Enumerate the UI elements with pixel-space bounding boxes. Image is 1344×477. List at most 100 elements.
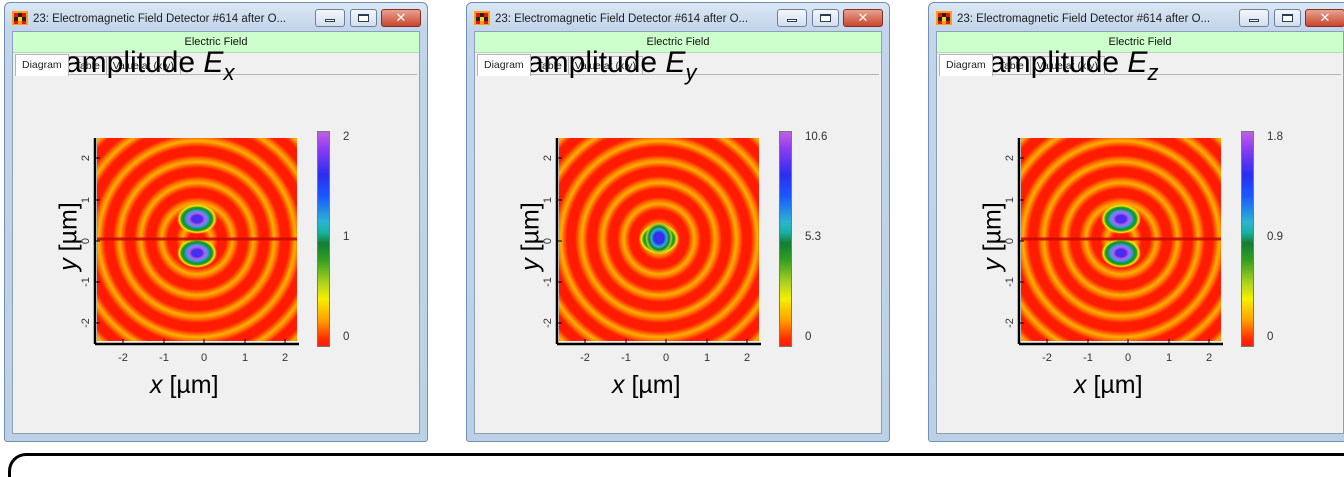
colorbar-min-label: 0 — [1267, 331, 1274, 343]
tab-value-at-xy[interactable]: Value at (x,y) — [567, 56, 643, 75]
minimize-icon — [787, 18, 797, 22]
field-detector-window-x[interactable]: 23: Electromagnetic Field Detector #614 … — [4, 2, 428, 442]
y-tick-label: -2 — [80, 318, 92, 328]
minimize-button[interactable] — [777, 9, 807, 27]
x-tick-label: -2 — [118, 352, 128, 364]
field-type-header: Electric Field — [13, 32, 419, 53]
y-tick-label: 2 — [1004, 155, 1016, 161]
field-amplitude-map[interactable] — [97, 138, 297, 341]
close-icon: ✕ — [857, 10, 869, 26]
colorbar-max-label: 2 — [343, 131, 350, 143]
field-detector-window-y[interactable]: 23: Electromagnetic Field Detector #614 … — [466, 2, 890, 442]
close-button[interactable]: ✕ — [381, 9, 421, 27]
tab-diagram[interactable]: Diagram — [477, 54, 531, 76]
x-tick-label: 1 — [1166, 352, 1172, 364]
window-title: 23: Electromagnetic Field Detector #614 … — [495, 13, 749, 25]
view-tabs: Diagram Table Value at (x,y) — [15, 54, 181, 76]
x-tick-label: 0 — [663, 352, 669, 364]
minimize-icon — [325, 18, 335, 22]
plot-title: amplitude Ey — [527, 46, 697, 85]
x-tick-label: 2 — [1206, 352, 1212, 364]
x-tick-label: -1 — [1083, 352, 1093, 364]
close-button[interactable]: ✕ — [1305, 9, 1344, 27]
y-tick-label: 1 — [542, 197, 554, 203]
view-tabs: Diagram Table Value at (x,y) — [939, 54, 1105, 76]
field-amplitude-map[interactable] — [1021, 138, 1221, 341]
y-tick-label: 1 — [80, 197, 92, 203]
plot-title: amplitude Ex — [65, 46, 235, 85]
x-axis-label: x [µm] — [612, 371, 681, 399]
colorbar — [317, 131, 330, 347]
colorbar-min-label: 0 — [805, 331, 812, 343]
y-tick-label: 2 — [80, 155, 92, 161]
window-titlebar[interactable]: 23: Electromagnetic Field Detector #614 … — [929, 3, 1344, 31]
minimize-button[interactable] — [1239, 9, 1269, 27]
colorbar-mid-label: 5.3 — [805, 231, 821, 243]
y-axis-label: y [µm] — [54, 202, 83, 271]
maximize-icon — [358, 14, 369, 22]
y-tick-label: -1 — [80, 277, 92, 287]
x-tick-label: 2 — [744, 352, 750, 364]
minimize-icon — [1249, 18, 1259, 22]
plot-axes: 2 1 0 -1 -2 -2 -1 0 1 2 — [542, 138, 761, 364]
detector-app-icon — [936, 11, 952, 25]
field-type-header: Electric Field — [937, 32, 1343, 53]
x-tick-label: -1 — [159, 352, 169, 364]
maximize-icon — [1282, 14, 1293, 22]
maximize-button[interactable] — [812, 9, 839, 27]
tab-table[interactable]: Table — [529, 56, 569, 75]
window-titlebar[interactable]: 23: Electromagnetic Field Detector #614 … — [467, 3, 889, 31]
view-tabs: Diagram Table Value at (x,y) — [477, 54, 643, 76]
x-tick-label: 1 — [704, 352, 710, 364]
y-tick-label: 0 — [80, 238, 92, 244]
x-tick-label: 0 — [201, 352, 207, 364]
y-axis-label: y [µm] — [978, 202, 1007, 271]
window-titlebar[interactable]: 23: Electromagnetic Field Detector #614 … — [5, 3, 427, 31]
x-tick-label: -1 — [621, 352, 631, 364]
x-axis-label: x [µm] — [1074, 371, 1143, 399]
field-type-header: Electric Field — [475, 32, 881, 53]
plot-axes: 2 1 0 -1 -2 -2 -1 0 1 2 — [1004, 138, 1223, 364]
close-icon: ✕ — [1319, 10, 1331, 26]
x-tick-label: -2 — [1042, 352, 1052, 364]
y-tick-label: 2 — [542, 155, 554, 161]
y-tick-label: 1 — [1004, 197, 1016, 203]
maximize-icon — [820, 14, 831, 22]
tab-value-at-xy[interactable]: Value at (x,y) — [105, 56, 181, 75]
x-tick-label: 1 — [242, 352, 248, 364]
detector-app-icon — [474, 11, 490, 25]
y-tick-label: 0 — [1004, 238, 1016, 244]
tab-diagram[interactable]: Diagram — [15, 54, 69, 76]
tab-diagram[interactable]: Diagram — [939, 54, 993, 76]
plot-axes: 2 1 0 -1 -2 -2 -1 0 1 2 — [80, 138, 299, 364]
close-button[interactable]: ✕ — [843, 9, 883, 27]
colorbar-min-label: 0 — [343, 331, 350, 343]
window-title: 23: Electromagnetic Field Detector #614 … — [33, 13, 287, 25]
y-tick-label: -1 — [542, 277, 554, 287]
grouping-bracket — [8, 453, 1344, 477]
colorbar-max-label: 10.6 — [805, 131, 828, 143]
y-axis-label: y [µm] — [516, 202, 545, 271]
plot-title: amplitude Ez — [989, 46, 1159, 85]
y-tick-label: -1 — [1004, 277, 1016, 287]
colorbar-max-label: 1.8 — [1267, 131, 1283, 143]
colorbar — [779, 131, 792, 347]
close-icon: ✕ — [395, 10, 407, 26]
x-axis-label: x [µm] — [150, 371, 219, 399]
y-tick-label: -2 — [1004, 318, 1016, 328]
maximize-button[interactable] — [1274, 9, 1301, 27]
colorbar-mid-label: 1 — [343, 231, 350, 243]
field-amplitude-map[interactable] — [559, 138, 759, 341]
x-tick-label: -2 — [580, 352, 590, 364]
colorbar-mid-label: 0.9 — [1267, 231, 1283, 243]
tab-value-at-xy[interactable]: Value at (x,y) — [1029, 56, 1105, 75]
colorbar — [1241, 131, 1254, 347]
field-detector-window-z[interactable]: 23: Electromagnetic Field Detector #614 … — [928, 2, 1344, 442]
minimize-button[interactable] — [315, 9, 345, 27]
window-title: 23: Electromagnetic Field Detector #614 … — [957, 13, 1211, 25]
detector-app-icon — [12, 11, 28, 25]
y-tick-label: -2 — [542, 318, 554, 328]
maximize-button[interactable] — [350, 9, 377, 27]
y-tick-label: 0 — [542, 238, 554, 244]
x-tick-label: 2 — [282, 352, 288, 364]
